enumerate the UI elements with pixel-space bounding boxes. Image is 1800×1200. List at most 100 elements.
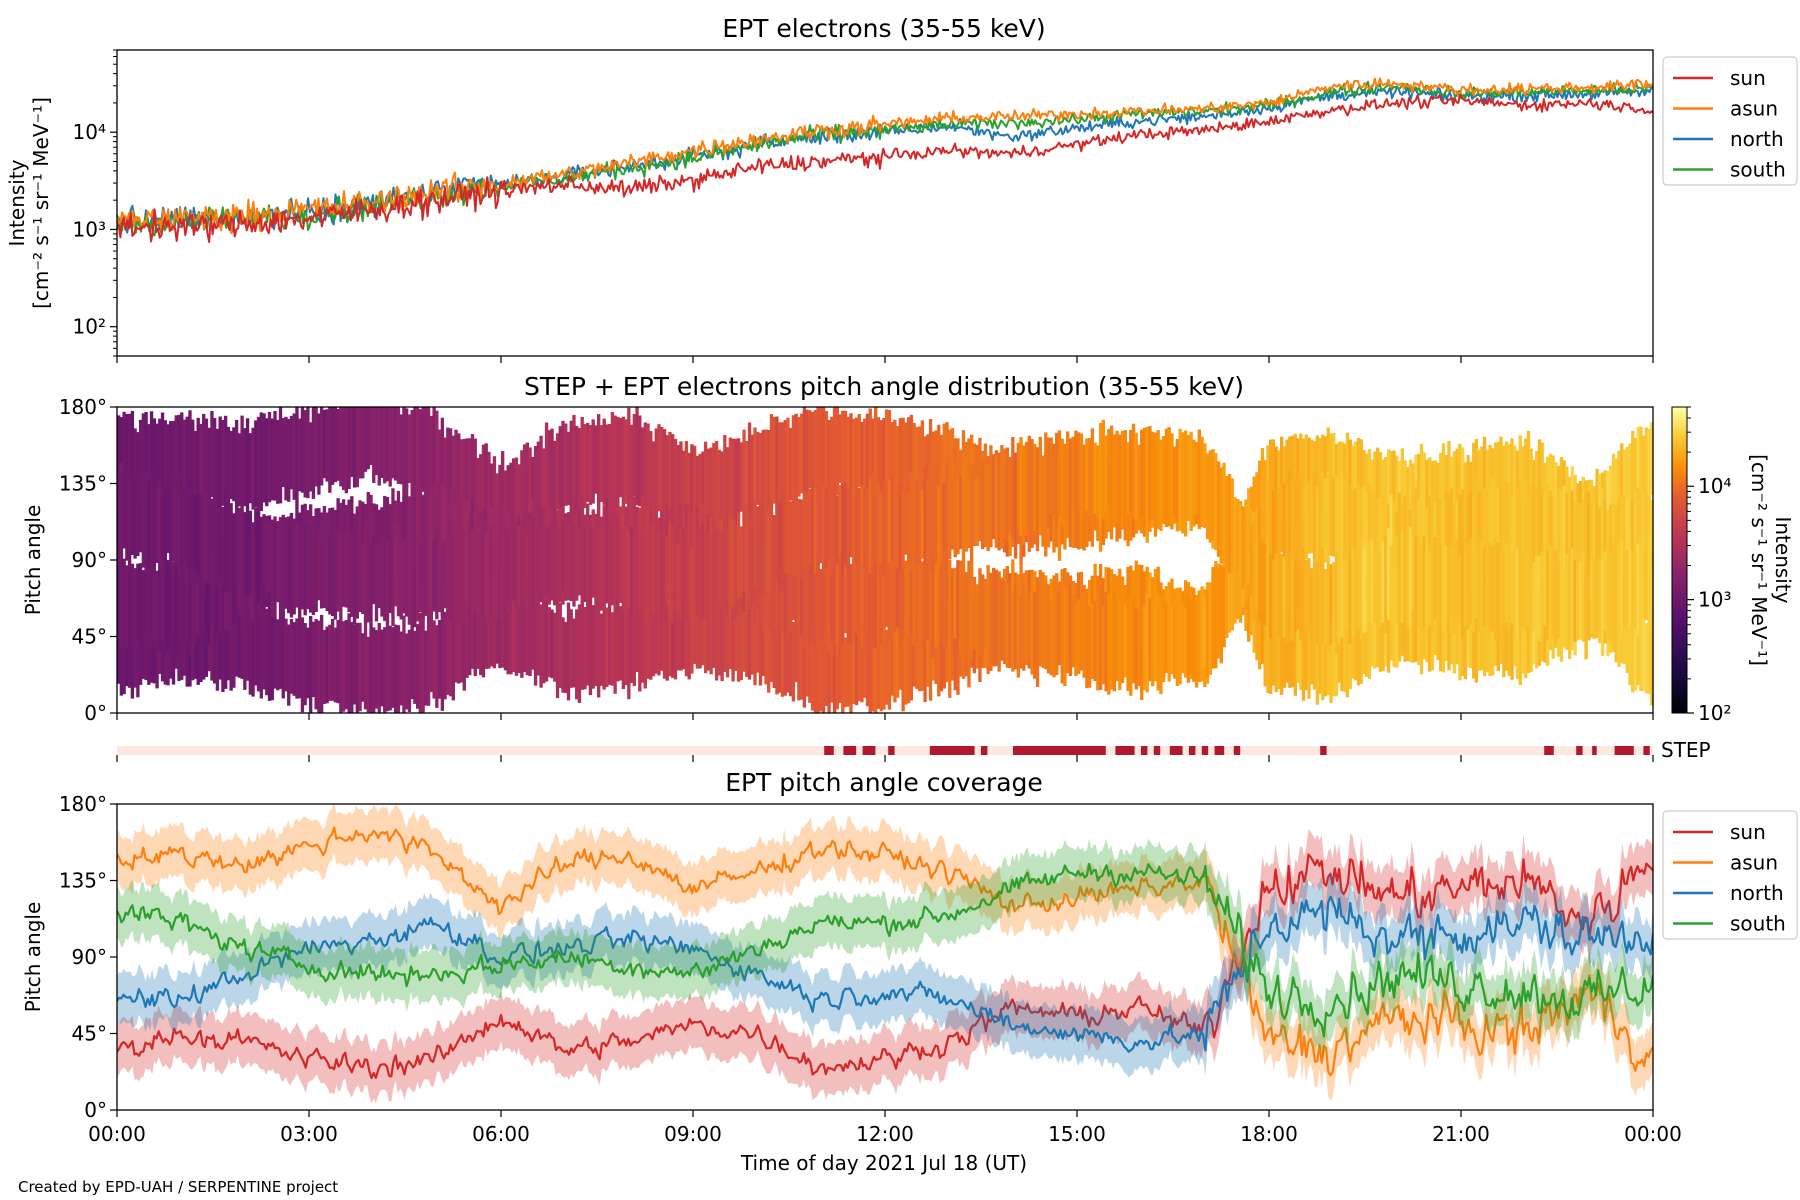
pad-cell — [917, 613, 922, 692]
pad-cell — [750, 503, 754, 606]
pad-cell — [725, 447, 730, 529]
pad-cell — [1323, 436, 1328, 516]
pad-cell — [289, 518, 294, 618]
pad-cell — [122, 474, 126, 549]
pad-cell — [503, 470, 508, 546]
pad-cell — [287, 624, 291, 706]
pad-cell — [673, 438, 678, 530]
pad-cell — [767, 508, 771, 598]
pad-cell — [1477, 535, 1481, 633]
pad-cell — [402, 540, 406, 614]
pad-cell — [813, 620, 818, 713]
pad-cell — [849, 484, 853, 558]
pad-cell — [498, 524, 502, 615]
pad-cell — [885, 629, 889, 705]
pad-cell — [432, 540, 436, 612]
coverage-ytick-label: 0° — [84, 1098, 107, 1122]
pad-cell — [1458, 591, 1462, 681]
pad-cell — [1642, 435, 1646, 507]
pad-cell — [887, 555, 892, 641]
pad-cell — [961, 560, 966, 662]
pad-cell — [1386, 575, 1391, 673]
pad-cell — [882, 481, 886, 575]
pad-cell — [418, 612, 423, 713]
pad-cell — [668, 600, 672, 677]
pad-cell — [854, 552, 859, 635]
pad-cell — [640, 528, 645, 616]
pad-cell — [1134, 432, 1138, 520]
pad-cell — [1515, 548, 1520, 643]
pad-cell — [1071, 436, 1075, 506]
pad-cell — [273, 411, 277, 501]
pad-cell — [1194, 442, 1199, 515]
pad-cell — [473, 538, 477, 612]
pad-cell — [1480, 490, 1484, 574]
pad-ytick-label: 0° — [84, 701, 107, 725]
pad-cell — [163, 554, 167, 656]
pad-cell — [1307, 437, 1311, 513]
pad-cell — [1118, 601, 1122, 691]
pad-cell — [717, 449, 722, 526]
pad-cell — [1057, 430, 1062, 517]
pad-cell — [1293, 560, 1298, 634]
pad-cell — [1389, 545, 1394, 620]
pad-cell — [448, 607, 453, 697]
pad-cell — [769, 414, 774, 509]
pad-cell — [1208, 450, 1212, 543]
pad-cell — [287, 419, 291, 502]
pad-cell — [193, 557, 198, 646]
pad-cell — [158, 481, 162, 569]
pad-cell — [928, 602, 933, 701]
pad-cell — [1255, 566, 1259, 661]
pad-cell — [895, 485, 900, 569]
pad-cell — [1282, 483, 1287, 562]
pad-cell — [756, 599, 760, 673]
step-interval — [1592, 746, 1597, 755]
pad-cell — [1466, 497, 1470, 571]
pad-cell — [791, 502, 796, 576]
pad-cell — [575, 609, 579, 700]
pad-cell — [893, 419, 897, 511]
pad-cell — [662, 590, 667, 679]
pad-cell — [295, 522, 299, 608]
pad-cell — [1343, 558, 1347, 630]
pad-cell — [1024, 441, 1029, 537]
pad-cell — [753, 499, 757, 589]
pad-cell — [468, 604, 472, 676]
pad-cell — [882, 418, 886, 502]
pad-cell — [223, 415, 228, 508]
pad-cell — [810, 557, 815, 642]
pad-cell — [262, 514, 266, 583]
pad-cell — [446, 427, 450, 503]
pad-cell — [909, 552, 914, 636]
pad-cell — [144, 412, 148, 508]
pad-cell — [841, 620, 845, 713]
pad-cell — [396, 625, 401, 713]
pad-cell — [1178, 428, 1182, 531]
pad-cell — [1077, 432, 1081, 516]
pad-cell — [487, 524, 491, 622]
pad-cell — [1266, 542, 1270, 642]
pad-cell — [446, 609, 450, 695]
pad-cell — [1365, 541, 1369, 632]
pad-cell — [232, 513, 236, 586]
pad-cell — [1183, 608, 1188, 678]
pad-cell — [196, 494, 200, 577]
pad-cell — [533, 592, 538, 686]
coverage-series-group — [117, 804, 1653, 1104]
pad-cell — [758, 601, 763, 686]
pad-cell — [550, 523, 554, 600]
pad-cell — [1543, 556, 1547, 626]
coverage-panel-title: EPT pitch angle coverage — [725, 768, 1043, 797]
pad-cell — [799, 622, 804, 700]
pad-cell — [539, 604, 543, 688]
pad-cell — [906, 556, 911, 637]
pad-cell — [215, 590, 220, 691]
pad-cell — [520, 581, 524, 678]
pad-cell — [1471, 442, 1476, 531]
pad-cell — [1565, 493, 1569, 588]
pad-cell — [967, 560, 971, 660]
pad-cell — [654, 533, 658, 614]
pad-cell — [643, 590, 647, 689]
pad-cell — [311, 524, 316, 615]
